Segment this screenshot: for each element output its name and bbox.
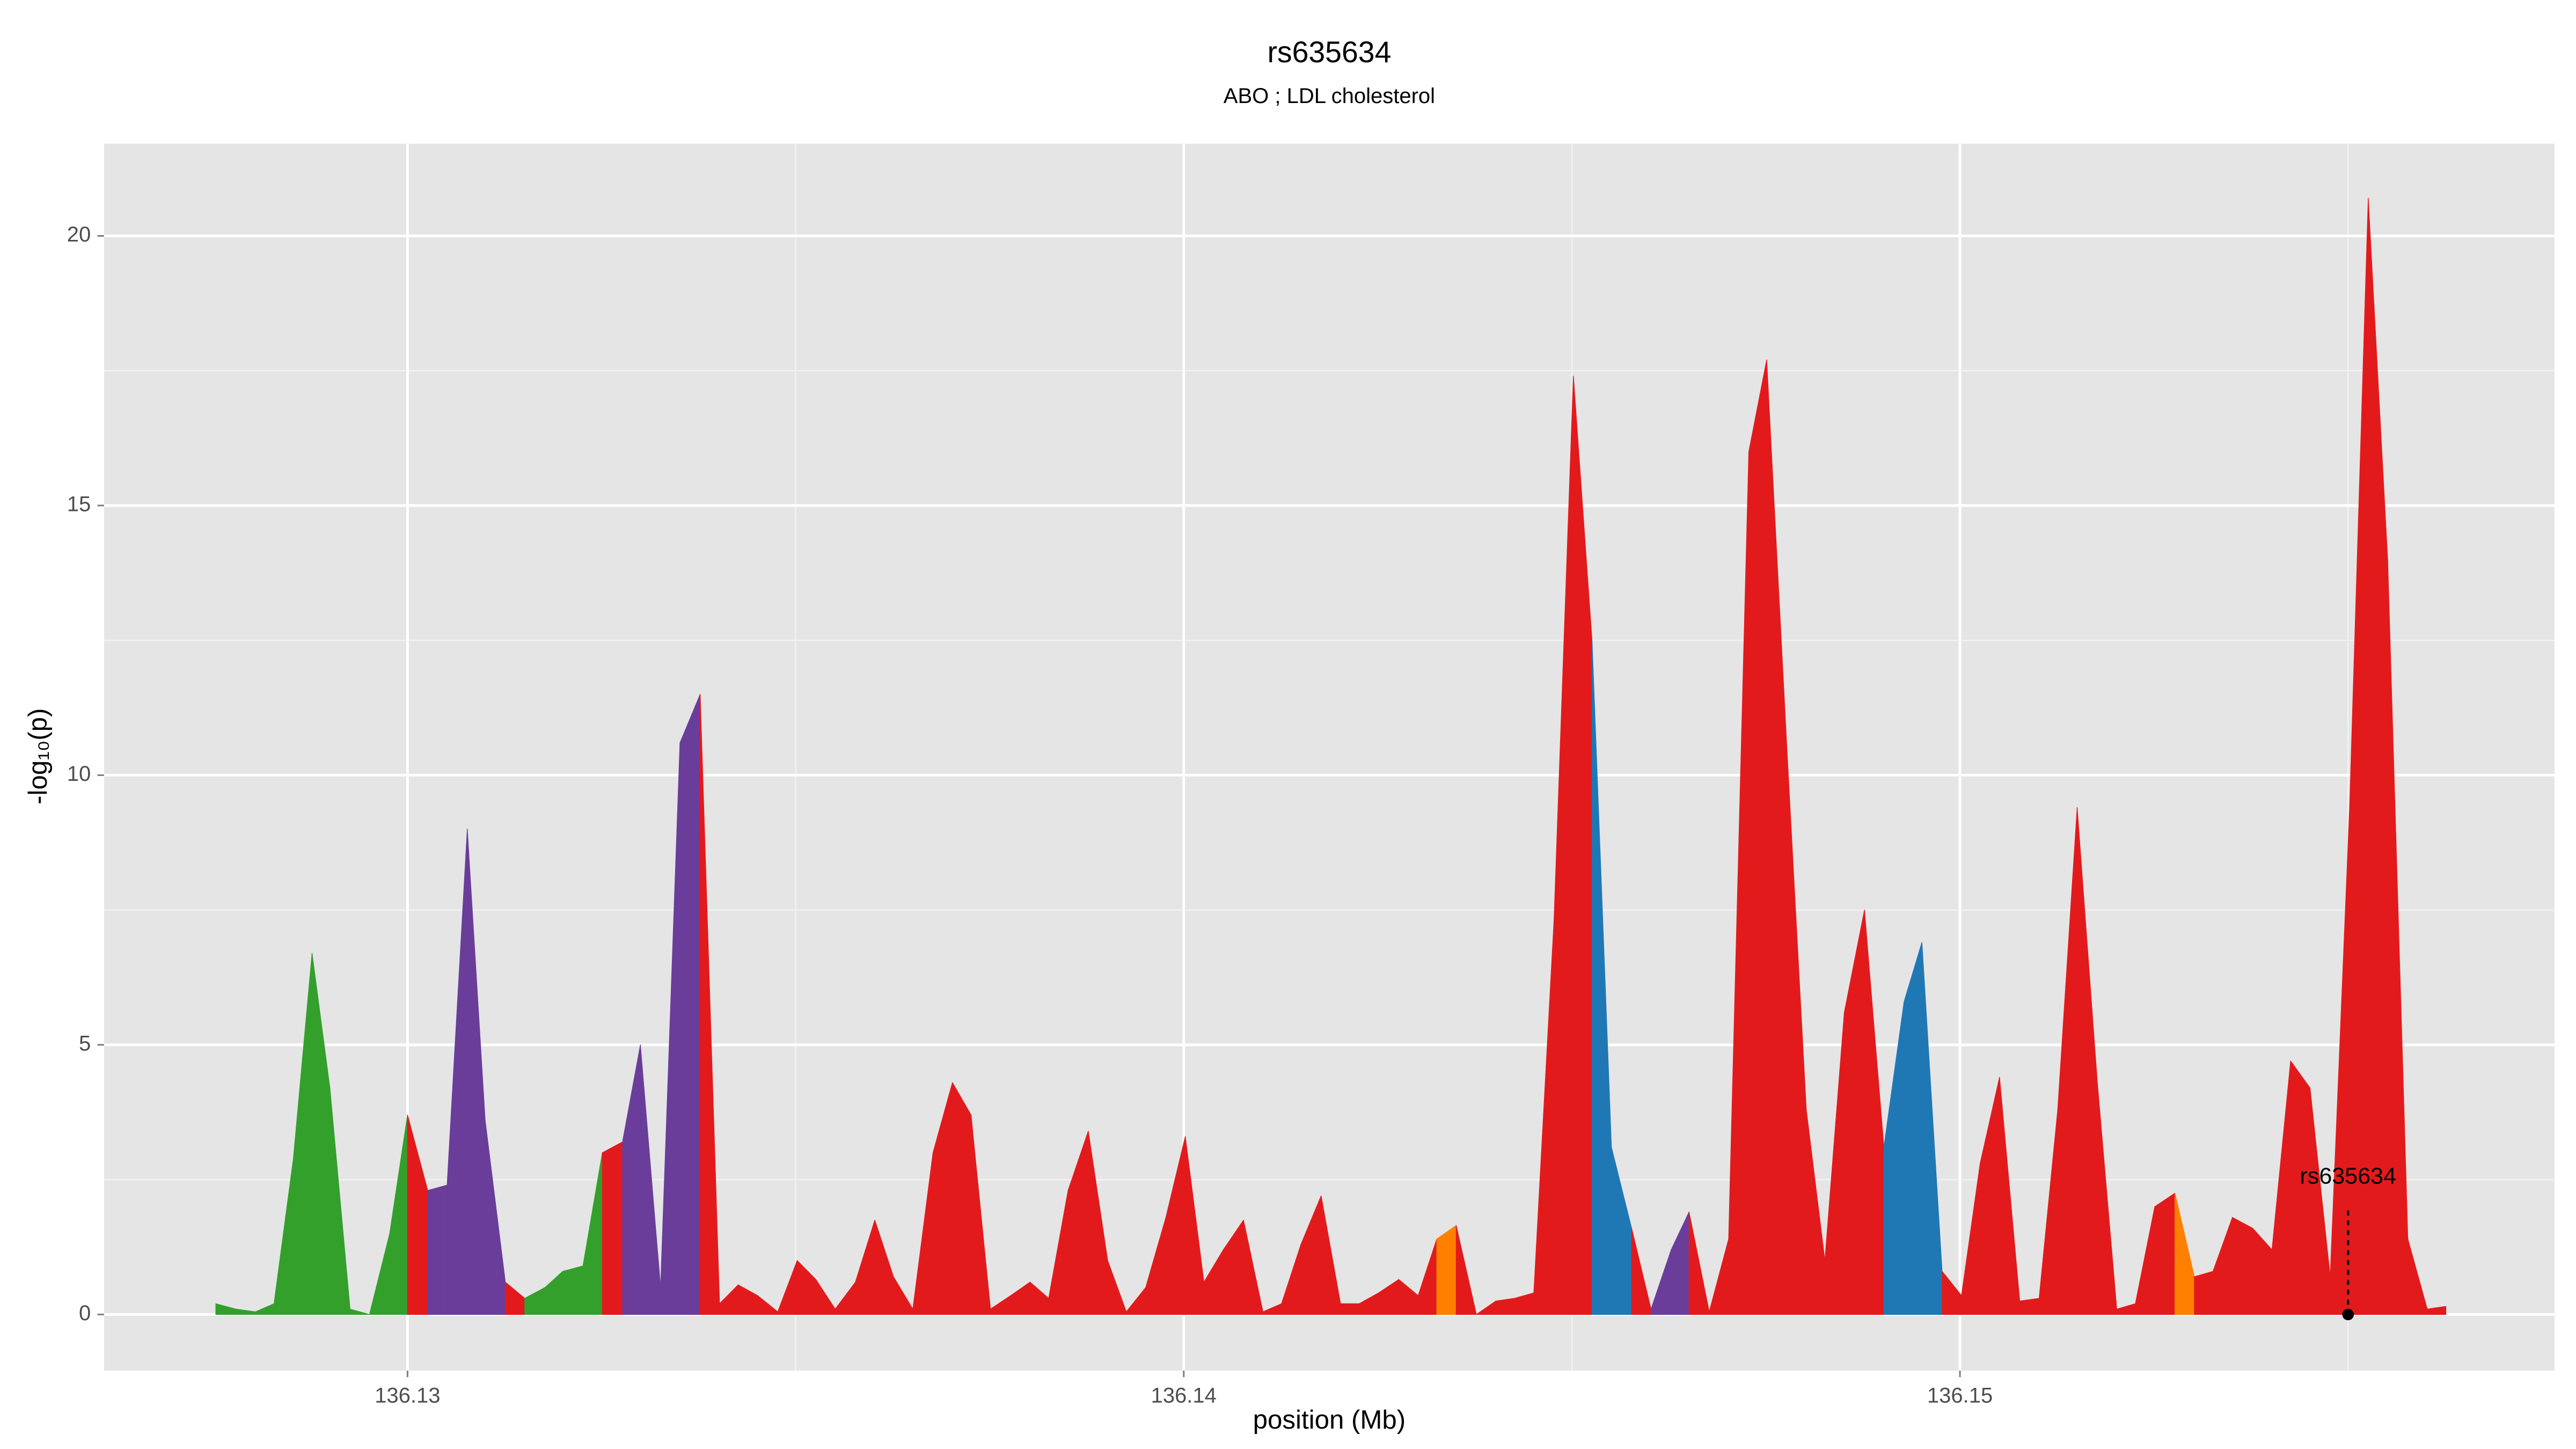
- area-segment: [349, 1308, 370, 1315]
- area-segment: [2427, 1306, 2447, 1315]
- chart-subtitle: ABO ; LDL cholesterol: [1224, 84, 1435, 108]
- plot-area: [104, 143, 2555, 1371]
- y-tick-label: 0: [79, 1301, 91, 1325]
- area-segment: [1904, 942, 1922, 1315]
- plot-background: [104, 143, 2555, 1371]
- area-segment: [2194, 1271, 2214, 1315]
- area-segment: [562, 1265, 583, 1315]
- y-tick-label: 15: [67, 493, 91, 516]
- area-segment: [1436, 1225, 1457, 1315]
- area-segment: [1495, 1298, 1515, 1315]
- x-axis-label: position (Mb): [1253, 1405, 1406, 1435]
- chart-title: rs635634: [1267, 35, 1391, 69]
- y-axis-label: -log₁₀(p): [23, 708, 53, 804]
- area-segment: [2019, 1298, 2040, 1315]
- x-tick-label: 136.15: [1927, 1384, 1993, 1408]
- y-tick-label: 20: [67, 223, 91, 246]
- area-segment: [679, 694, 701, 1315]
- annotation-point: [2342, 1308, 2354, 1321]
- y-tick-label: 10: [67, 762, 91, 786]
- area-segment: [952, 1082, 972, 1315]
- x-tick-label: 136.13: [375, 1384, 440, 1408]
- area-segment: [427, 1184, 448, 1315]
- area-segment: [2154, 1192, 2176, 1315]
- area-segment: [1340, 1303, 1360, 1315]
- y-tick-label: 5: [79, 1031, 91, 1055]
- area-segment: [1455, 1225, 1477, 1315]
- x-tick-label: 136.14: [1151, 1384, 1217, 1408]
- area-segment: [602, 1141, 623, 1315]
- area-segment: [2232, 1217, 2253, 1315]
- annotation-label: rs635634: [2300, 1163, 2396, 1189]
- area-segment: [1748, 360, 1767, 1315]
